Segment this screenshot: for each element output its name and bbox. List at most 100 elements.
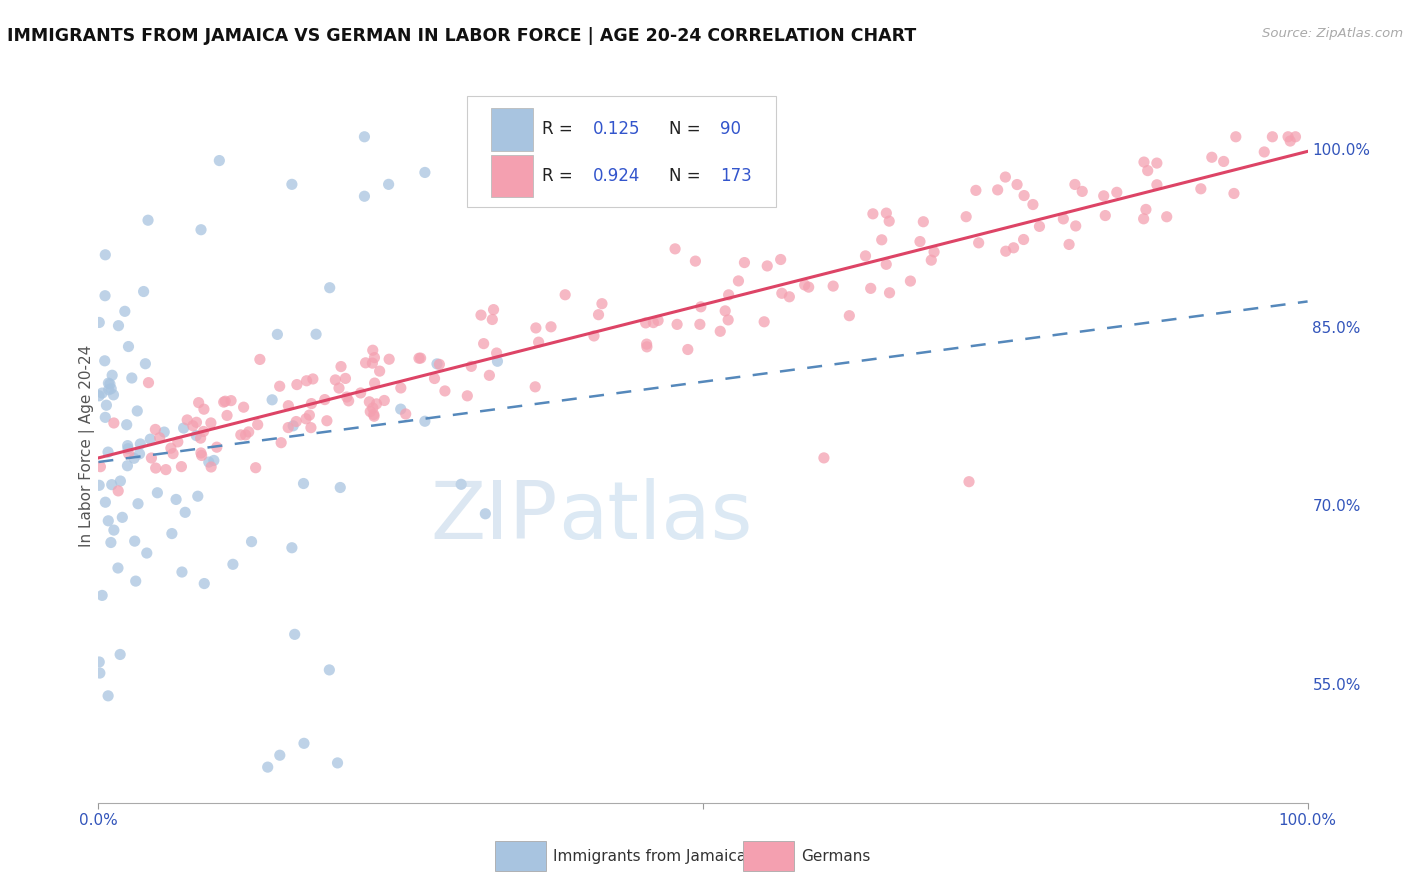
Point	[176, 413, 198, 427]
Point	[285, 377, 308, 392]
Point	[875, 257, 897, 271]
Point	[378, 352, 401, 367]
Point	[315, 414, 337, 428]
Point	[153, 425, 176, 439]
Point	[685, 254, 707, 268]
Point	[1156, 210, 1178, 224]
Point	[298, 408, 321, 422]
Point	[1261, 129, 1284, 144]
Text: IMMIGRANTS FROM JAMAICA VS GERMAN IN LABOR FORCE | AGE 20-24 CORRELATION CHART: IMMIGRANTS FROM JAMAICA VS GERMAN IN LAB…	[7, 27, 917, 45]
Point	[270, 435, 292, 450]
Point	[145, 422, 167, 436]
Point	[1201, 150, 1223, 164]
Point	[97, 383, 120, 397]
Point	[413, 165, 436, 179]
Point	[285, 415, 308, 429]
Point	[100, 477, 122, 491]
Point	[359, 394, 381, 409]
Point	[145, 461, 167, 475]
Point	[717, 288, 740, 302]
Point	[709, 324, 731, 338]
Point	[114, 304, 136, 318]
Point	[666, 318, 689, 332]
Point	[292, 476, 315, 491]
Point	[676, 343, 699, 357]
Point	[582, 329, 605, 343]
Point	[967, 235, 990, 250]
Point	[245, 460, 267, 475]
Point	[193, 425, 215, 439]
FancyBboxPatch shape	[467, 96, 776, 207]
Point	[1223, 186, 1246, 201]
Point	[96, 398, 118, 412]
Point	[1057, 237, 1080, 252]
Point	[103, 523, 125, 537]
Point	[1028, 219, 1050, 234]
Point	[281, 178, 304, 192]
Point	[94, 289, 117, 303]
Point	[359, 404, 381, 418]
Point	[108, 648, 131, 662]
Point	[162, 447, 184, 461]
Point	[361, 343, 384, 358]
Point	[205, 440, 228, 454]
Point	[122, 451, 145, 466]
Point	[325, 373, 347, 387]
Point	[524, 380, 547, 394]
Point	[328, 381, 350, 395]
Point	[89, 655, 111, 669]
Point	[135, 546, 157, 560]
Point	[870, 233, 893, 247]
Point	[215, 409, 238, 423]
Point	[97, 445, 120, 459]
Point	[98, 376, 121, 391]
Point	[229, 428, 252, 442]
Point	[1253, 145, 1275, 159]
Point	[170, 565, 193, 579]
Point	[89, 478, 111, 492]
Point	[1022, 197, 1045, 211]
Point	[366, 397, 388, 411]
Point	[214, 394, 236, 409]
Point	[266, 327, 288, 342]
Point	[117, 447, 139, 461]
Point	[456, 389, 478, 403]
Point	[373, 393, 395, 408]
Point	[460, 359, 482, 374]
Text: ZIP: ZIP	[430, 478, 558, 557]
Point	[219, 393, 242, 408]
Text: N =: N =	[669, 120, 706, 138]
Point	[107, 483, 129, 498]
Point	[124, 534, 146, 549]
Point	[879, 285, 901, 300]
Point	[1105, 186, 1128, 200]
Point	[1092, 189, 1115, 203]
Point	[292, 736, 315, 750]
Point	[101, 368, 124, 383]
Point	[481, 312, 503, 326]
Point	[363, 351, 385, 365]
FancyBboxPatch shape	[495, 841, 546, 871]
Point	[181, 418, 204, 433]
Text: N =: N =	[669, 167, 706, 185]
Point	[301, 396, 323, 410]
Point	[256, 760, 278, 774]
Point	[754, 315, 776, 329]
Point	[193, 576, 215, 591]
Point	[636, 340, 658, 354]
Point	[269, 748, 291, 763]
Point	[1146, 156, 1168, 170]
Point	[318, 281, 340, 295]
Point	[1279, 134, 1302, 148]
Point	[354, 356, 377, 370]
Point	[240, 534, 263, 549]
Point	[155, 462, 177, 476]
Point	[200, 416, 222, 430]
Point	[1284, 129, 1306, 144]
Point	[554, 287, 576, 301]
Point	[859, 281, 882, 295]
Point	[756, 259, 779, 273]
Point	[636, 337, 658, 351]
Point	[110, 474, 132, 488]
Point	[128, 447, 150, 461]
